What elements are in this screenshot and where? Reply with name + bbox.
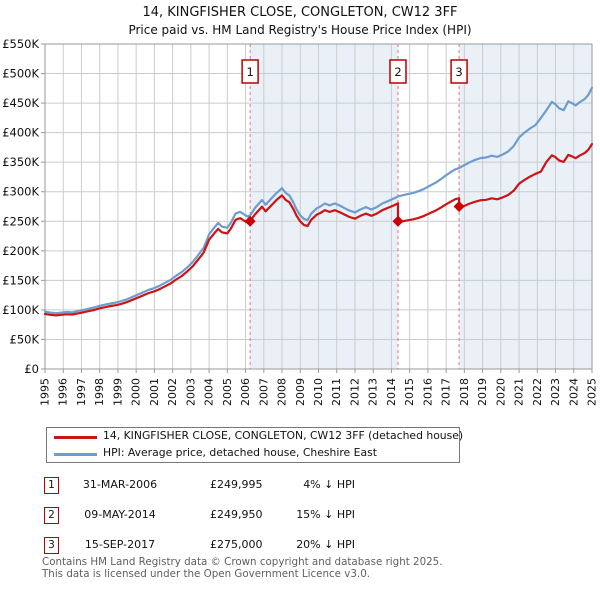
sale-date: 09-MAY-2014 bbox=[84, 508, 156, 521]
sale-row: 3 15-SEP-2017 £275,000 20% ↓ HPI bbox=[44, 537, 564, 554]
page-subtitle: Price paid vs. HM Land Registry's House … bbox=[128, 23, 472, 37]
sale-marker-number: 2 bbox=[394, 65, 401, 79]
sale-row: 2 09-MAY-2014 £249,950 15% ↓ HPI bbox=[44, 507, 564, 524]
price-chart: 1 2 3 £0 £50K £100K £150K £200K £250K £300K £350K £… bbox=[2, 37, 599, 406]
y-axis-label: £400K bbox=[2, 126, 39, 140]
sale-diamond-marker bbox=[392, 215, 404, 227]
footer-copyright: Contains HM Land Registry data © Crown c… bbox=[42, 556, 443, 580]
x-axis-label: 2015 bbox=[403, 378, 416, 406]
x-axis-label: 2003 bbox=[184, 378, 197, 406]
sale-marker-number: 3 bbox=[455, 65, 462, 79]
y-axis-label: £50K bbox=[10, 332, 40, 346]
sale-date: 15-SEP-2017 bbox=[84, 538, 156, 551]
sale-marker-number: 1 bbox=[246, 65, 253, 79]
x-axis-label: 1997 bbox=[75, 378, 88, 406]
x-axis-label: 2012 bbox=[348, 378, 361, 406]
sale-price: £249,950 bbox=[210, 508, 263, 521]
x-axis-label: 2002 bbox=[166, 378, 179, 406]
x-axis-label: 2019 bbox=[476, 378, 489, 406]
y-axis-label: £350K bbox=[2, 155, 39, 169]
x-axis-label: 2005 bbox=[221, 378, 234, 406]
x-axis-label: 2016 bbox=[421, 378, 434, 406]
sale-price: £275,000 bbox=[210, 538, 263, 551]
x-axis-label: 1995 bbox=[39, 378, 52, 406]
x-axis-label: 2004 bbox=[203, 378, 216, 406]
shaded-band bbox=[459, 44, 592, 369]
page-title: 14, KINGFISHER CLOSE, CONGLETON, CW12 3F… bbox=[142, 5, 458, 20]
sale-number-badge: 2 bbox=[44, 507, 59, 524]
x-axis-label: 2020 bbox=[494, 378, 507, 406]
red-line-sample-icon bbox=[54, 436, 97, 439]
sale-vs-hpi: 15% ↓ HPI bbox=[296, 508, 355, 521]
legend-label: 14, KINGFISHER CLOSE, CONGLETON, CW12 3F… bbox=[103, 429, 464, 442]
sale-number-badge: 1 bbox=[44, 477, 59, 494]
sale-row: 1 31-MAR-2006 £249,995 4% ↓ HPI bbox=[44, 477, 564, 494]
x-axis-label: 2014 bbox=[385, 378, 398, 406]
sale-marker-box bbox=[389, 59, 407, 84]
footer-line-1: Contains HM Land Registry data © Crown c… bbox=[42, 556, 443, 568]
y-axis-label: £450K bbox=[2, 96, 39, 110]
x-axis-label: 2001 bbox=[148, 378, 161, 406]
x-axis-label: 2011 bbox=[330, 378, 343, 406]
x-axis-label: 2022 bbox=[531, 378, 544, 406]
price-paid-line bbox=[43, 142, 594, 317]
x-axis-label: 1999 bbox=[111, 378, 124, 406]
sale-date: 31-MAR-2006 bbox=[82, 478, 158, 491]
x-axis-label: 1998 bbox=[93, 378, 106, 406]
footer-line-2: This data is licensed under the Open Gov… bbox=[42, 567, 371, 580]
hpi-line bbox=[43, 86, 594, 315]
blue-line-sample-icon bbox=[54, 453, 97, 456]
legend-item-property: 14, KINGFISHER CLOSE, CONGLETON, CW12 3F… bbox=[47, 428, 463, 445]
sale-marker-box bbox=[241, 59, 259, 84]
x-axis-label: 2007 bbox=[257, 378, 270, 406]
x-axis-label: 2018 bbox=[458, 378, 471, 406]
sale-vs-hpi: 4% ↓ HPI bbox=[303, 478, 355, 491]
y-axis-label: £300K bbox=[2, 185, 39, 199]
y-axis-label: £0 bbox=[24, 362, 39, 376]
x-axis-label: 2025 bbox=[586, 378, 599, 406]
legend-item-hpi: HPI: Average price, detached house, Ches… bbox=[47, 445, 459, 462]
y-axis-label: £500K bbox=[2, 67, 39, 81]
x-axis-label: 2000 bbox=[130, 378, 143, 406]
sale-marker-box bbox=[450, 59, 468, 84]
y-axis-label: £100K bbox=[2, 303, 39, 317]
y-axis-label: £550K bbox=[2, 37, 39, 51]
sale-diamond-marker bbox=[244, 215, 256, 227]
x-axis-label: 2013 bbox=[367, 378, 380, 406]
y-axis-label: £150K bbox=[2, 273, 39, 287]
sale-diamond-marker bbox=[453, 201, 465, 212]
x-axis-label: 2008 bbox=[276, 378, 289, 406]
legend-label: HPI: Average price, detached house, Ches… bbox=[103, 446, 377, 459]
sale-number-badge: 3 bbox=[44, 537, 59, 554]
x-axis-label: 2006 bbox=[239, 378, 252, 406]
x-axis-label: 2024 bbox=[567, 378, 580, 406]
x-axis-label: 1996 bbox=[57, 378, 70, 406]
x-axis-label: 2017 bbox=[440, 378, 453, 406]
x-axis-label: 2010 bbox=[312, 378, 325, 406]
legend: 14, KINGFISHER CLOSE, CONGLETON, CW12 3F… bbox=[46, 427, 463, 463]
x-axis-label: 2023 bbox=[549, 378, 562, 406]
x-axis-label: 2021 bbox=[513, 378, 526, 406]
x-axis-label: 2009 bbox=[294, 378, 307, 406]
y-axis-label: £200K bbox=[2, 244, 39, 258]
y-axis-label: £250K bbox=[2, 214, 39, 228]
sale-vs-hpi: 20% ↓ HPI bbox=[296, 538, 355, 551]
sale-price: £249,995 bbox=[210, 478, 263, 491]
